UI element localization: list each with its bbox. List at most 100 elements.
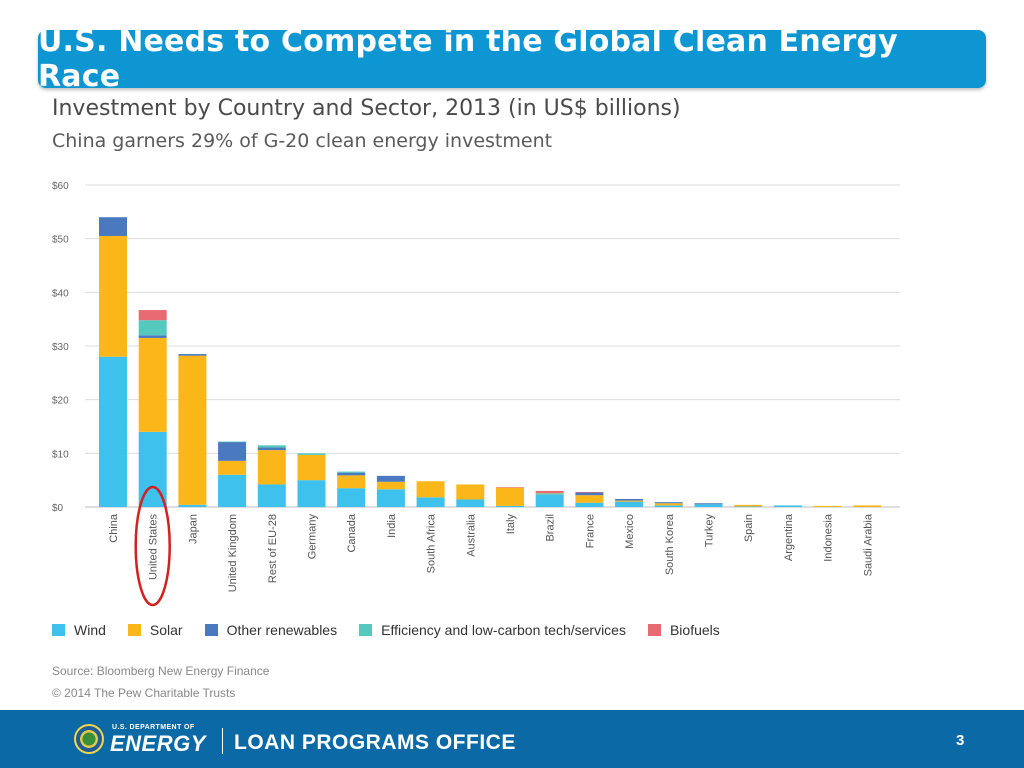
x-tick-label: United Kingdom xyxy=(227,514,239,592)
legend-label: Efficiency and low-carbon tech/services xyxy=(381,622,626,638)
bar-segment xyxy=(535,493,564,494)
stacked-bar-chart: $0 $10 $20 $30 $40 $50 $60 China United States Ja… xyxy=(52,181,900,607)
slide-title-bar: U.S. Needs to Compete in the Global Clea… xyxy=(38,24,986,94)
x-tick-label: China xyxy=(108,513,120,543)
bar-segment xyxy=(575,495,604,503)
bar-segment xyxy=(496,487,524,488)
bar-segment xyxy=(337,471,366,473)
bar-segment xyxy=(456,499,485,507)
x-tick-label: Italy xyxy=(505,514,517,535)
bar-segment xyxy=(257,447,286,451)
x-tick-label: France xyxy=(584,514,596,548)
legend-label: Wind xyxy=(74,622,106,638)
bar-segment xyxy=(694,504,723,507)
bar-segment xyxy=(218,460,247,475)
chart-legend: Wind Solar Other renewables Efficiency and … xyxy=(52,622,742,638)
legend-item: Biofuels xyxy=(647,622,720,638)
bar-segment xyxy=(138,335,167,338)
bar-segment xyxy=(138,310,167,321)
bar-segment xyxy=(99,217,127,236)
bar-segment xyxy=(376,481,405,490)
bar-segment xyxy=(654,502,683,504)
bar-segment xyxy=(218,442,247,461)
x-tick-label: Canada xyxy=(346,513,358,552)
bar-segment xyxy=(337,472,366,476)
page-number: 3 xyxy=(956,732,965,749)
bar-segment xyxy=(535,494,564,507)
y-tick-label: $30 xyxy=(52,342,69,353)
dept-line1: U.S. DEPARTMENT OF xyxy=(112,724,195,731)
bar-segment xyxy=(535,493,564,495)
bar-segment xyxy=(218,441,247,443)
x-tick-label: South Korea xyxy=(664,513,676,575)
x-tick-label: Indonesia xyxy=(823,513,835,562)
chart-source: Source: Bloomberg New Energy Finance xyxy=(52,664,270,678)
x-tick-label: Rest of EU-28 xyxy=(267,514,279,583)
bar-segment xyxy=(218,474,247,507)
y-tick-label: $40 xyxy=(52,288,69,299)
legend-label: Solar xyxy=(149,622,183,638)
bar-segment xyxy=(337,488,366,507)
bar-segment xyxy=(178,355,207,505)
chart-title: Investment by Country and Sector, 2013 (… xyxy=(52,96,681,121)
bar-segment xyxy=(257,445,286,448)
legend-item: Solar xyxy=(127,622,183,638)
slide-title: U.S. Needs to Compete in the Global Clea… xyxy=(38,24,898,94)
x-tick-label: Australia xyxy=(465,513,477,557)
bar-segment xyxy=(615,498,644,501)
bar-segment xyxy=(297,453,326,455)
x-tick-label: South Africa xyxy=(426,513,438,573)
bar-segment xyxy=(376,475,405,482)
highlight-oval xyxy=(134,485,171,607)
bar-segment xyxy=(853,505,882,507)
footer-divider xyxy=(222,728,223,754)
bar-segment xyxy=(694,503,723,505)
x-tick-label: Saudi Arabia xyxy=(862,513,874,576)
legend-label: Biofuels xyxy=(669,622,720,638)
x-tick-label: Turkey xyxy=(704,514,716,548)
chart-copyright: © 2014 The Pew Charitable Trusts xyxy=(52,686,236,700)
legend-label: Other renewables xyxy=(226,622,338,638)
x-tick-label: Spain xyxy=(743,514,755,542)
dept-line2: ENERGY xyxy=(110,731,206,756)
bar-segment xyxy=(416,497,445,507)
bar-segment xyxy=(178,504,207,507)
x-tick-label: Japan xyxy=(187,514,199,544)
doe-seal-icon xyxy=(74,724,104,754)
legend-swatch xyxy=(359,624,373,636)
bar-segment xyxy=(575,502,604,507)
legend-swatch xyxy=(127,624,141,636)
legend-item: Wind xyxy=(52,622,106,638)
bar-segment xyxy=(496,505,524,507)
bar-segment xyxy=(257,484,286,507)
bar-segment xyxy=(297,480,326,507)
chart-subtitle: China garners 29% of G-20 clean energy i… xyxy=(52,130,553,152)
x-tick-label: Argentina xyxy=(783,513,795,561)
bar-segment xyxy=(257,450,286,485)
y-tick-label: $50 xyxy=(52,235,69,246)
x-tick-label: Germany xyxy=(307,514,319,560)
bar-segment xyxy=(456,484,485,500)
x-tick-label: India xyxy=(386,513,398,538)
legend-item: Other renewables xyxy=(204,622,338,638)
bar-segment xyxy=(654,505,683,507)
legend-swatch xyxy=(204,624,218,636)
legend-swatch xyxy=(52,624,65,636)
x-tick-label: United States xyxy=(148,514,160,581)
bar-segment xyxy=(535,490,564,494)
bar-segment xyxy=(337,475,366,489)
bar-segment xyxy=(575,491,604,493)
y-tick-label: $0 xyxy=(52,503,64,514)
bar-segment xyxy=(615,500,644,502)
bar-segment xyxy=(376,489,405,507)
office-name: LOAN PROGRAMS OFFICE xyxy=(234,731,516,754)
bar-segment xyxy=(138,337,167,432)
bar-segment xyxy=(734,504,763,507)
footer-bar: U.S. DEPARTMENT OF ENERGY LOAN PROGRAMS … xyxy=(0,710,1024,768)
bar-segment xyxy=(99,235,127,357)
bar-segment xyxy=(297,454,326,481)
legend-swatch xyxy=(647,624,661,636)
bar-segment xyxy=(654,503,683,506)
bar-segment xyxy=(575,492,604,496)
bar-segment xyxy=(773,505,802,507)
